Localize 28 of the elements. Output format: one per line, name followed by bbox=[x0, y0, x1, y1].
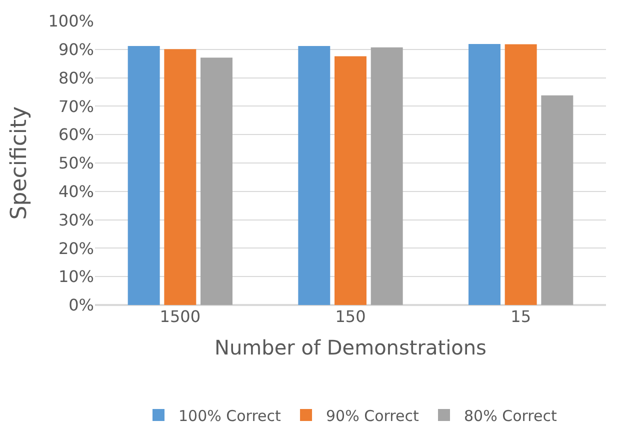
x-tick-label: 1500 bbox=[160, 307, 201, 326]
bar bbox=[468, 44, 500, 305]
bar bbox=[298, 46, 330, 305]
x-tick-label: 150 bbox=[335, 307, 366, 326]
y-tick-label: 40% bbox=[58, 182, 94, 201]
bar bbox=[370, 47, 403, 305]
y-tick-label: 100% bbox=[48, 12, 94, 31]
y-tick-label: 50% bbox=[58, 154, 94, 173]
y-tick-label: 60% bbox=[58, 125, 94, 144]
bar bbox=[541, 95, 574, 305]
legend-label: 100% Correct bbox=[178, 406, 282, 425]
y-tick-label: 90% bbox=[58, 40, 94, 59]
y-axis-title: Specificity bbox=[7, 106, 32, 220]
x-axis-title: Number of Demonstrations bbox=[214, 336, 486, 360]
y-tick-label: 30% bbox=[58, 210, 94, 230]
y-tick-label: 0% bbox=[68, 296, 94, 315]
y-tick-label: 10% bbox=[58, 267, 94, 286]
legend-label: 90% Correct bbox=[326, 406, 419, 425]
legend-label: 80% Correct bbox=[464, 406, 557, 425]
y-tick-label: 70% bbox=[58, 96, 94, 116]
y-tick-label: 80% bbox=[58, 68, 94, 88]
bar bbox=[334, 56, 366, 305]
y-tick-label: 20% bbox=[58, 238, 94, 258]
bar bbox=[504, 44, 537, 305]
bar bbox=[200, 58, 232, 305]
bar bbox=[164, 49, 196, 305]
x-tick-label: 15 bbox=[510, 307, 532, 326]
bar bbox=[128, 46, 160, 305]
